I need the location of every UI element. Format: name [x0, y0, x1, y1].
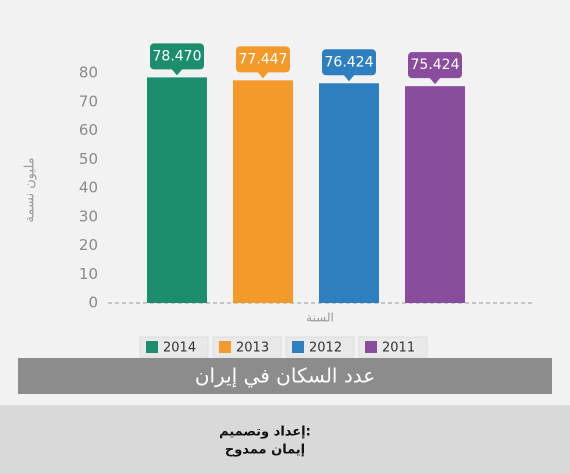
- chart-title: عدد السكان في إيران: [195, 364, 375, 389]
- title-band: [18, 358, 552, 394]
- value-label: 75.424: [411, 57, 460, 73]
- credit-label: إعداد وتصميم:: [219, 425, 311, 440]
- credit-name: إيمان ممدوح: [225, 443, 305, 458]
- y-tick-label: 60: [79, 121, 98, 139]
- legend-label: 2011: [382, 341, 415, 356]
- legend-swatch: [146, 341, 158, 353]
- value-label-box: [150, 43, 204, 70]
- value-label-pointer: [171, 68, 183, 76]
- y-tick-label: 50: [79, 150, 98, 168]
- y-axis-title: مليون نسمة: [23, 157, 38, 222]
- legend-label: 2014: [163, 341, 196, 356]
- value-label-box: [408, 52, 462, 79]
- y-tick-label: 40: [79, 179, 98, 197]
- value-label: 76.424: [325, 54, 374, 70]
- value-label-pointer: [257, 71, 269, 79]
- y-tick-label: 20: [79, 236, 98, 254]
- legend-label: 2013: [236, 341, 269, 356]
- y-tick-label: 70: [79, 92, 98, 110]
- value-label-box: [236, 46, 290, 73]
- y-tick-label: 10: [79, 265, 98, 283]
- bar: [147, 77, 207, 304]
- y-tick-label: 80: [79, 64, 98, 82]
- bar: [233, 80, 293, 303]
- x-axis-title: السنة: [306, 311, 334, 325]
- footer-band: [0, 405, 570, 474]
- value-label: 78.470: [153, 48, 202, 64]
- value-label: 77.447: [239, 51, 288, 67]
- value-label-pointer: [343, 74, 355, 82]
- legend-label: 2012: [309, 341, 342, 356]
- y-tick-label: 0: [88, 294, 98, 312]
- bar: [319, 83, 379, 303]
- bar: [405, 86, 465, 303]
- value-label-pointer: [429, 77, 441, 85]
- legend-swatch: [219, 341, 231, 353]
- value-label-box: [322, 49, 376, 76]
- y-tick-label: 30: [79, 207, 98, 225]
- legend-swatch: [292, 341, 304, 353]
- legend-swatch: [365, 341, 377, 353]
